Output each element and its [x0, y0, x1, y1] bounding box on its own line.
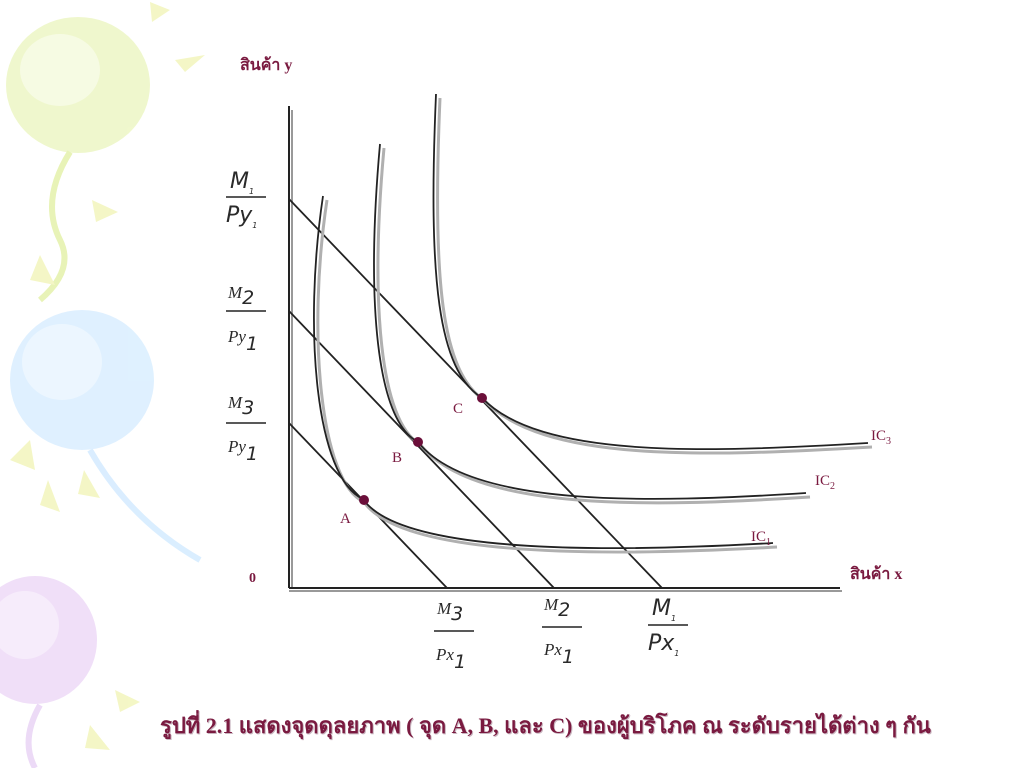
- svg-text:M2: M2: [227, 283, 254, 309]
- svg-text:Py1: Py1: [227, 327, 258, 355]
- svg-text:M3: M3: [227, 393, 254, 419]
- y-axis-label: สินค้า y: [240, 56, 293, 74]
- point-c-marker: [477, 393, 487, 403]
- axes: [288, 106, 842, 592]
- svg-text:M1: M1: [652, 596, 676, 623]
- y-intercept-m1: M1 Py1: [226, 169, 266, 230]
- svg-text:M3: M3: [436, 599, 463, 625]
- balloon-decoration: [0, 2, 205, 768]
- y-intercept-m3: M3 Py1: [226, 393, 266, 465]
- ic2-label: IC2: [815, 473, 835, 492]
- svg-text:Py1: Py1: [226, 203, 257, 230]
- point-a-marker: [359, 495, 369, 505]
- x-intercept-m1: M1 Px1: [648, 596, 688, 658]
- equilibrium-points: [359, 393, 487, 505]
- x-intercept-m2: M2 Px1: [542, 595, 582, 668]
- indifference-curves: [313, 93, 873, 554]
- svg-text:Px1: Px1: [648, 631, 679, 658]
- y-intercept-m2: M2 Py1: [226, 283, 266, 355]
- point-a-label: A: [340, 511, 351, 527]
- ic1-label: IC1: [751, 529, 771, 548]
- point-b-label: B: [392, 450, 402, 466]
- point-c-label: C: [453, 401, 463, 417]
- svg-text:M2: M2: [543, 595, 570, 621]
- point-b-marker: [413, 437, 423, 447]
- x-intercept-m3: M3 Px1: [434, 599, 474, 673]
- svg-text:M1: M1: [230, 169, 254, 196]
- svg-text:Px1: Px1: [435, 645, 466, 673]
- ic3-label: IC3: [871, 428, 891, 447]
- svg-text:Px1: Px1: [543, 640, 574, 668]
- svg-text:Py1: Py1: [227, 437, 258, 465]
- budget-line-m2: [288, 310, 555, 589]
- origin-label: 0: [249, 571, 256, 586]
- x-axis-label: สินค้า x: [850, 565, 903, 583]
- figure-caption: รูปที่ 2.1 แสดงจุดดุลยภาพ ( จุด A, B, แล…: [160, 713, 931, 738]
- ic3-curve: [432, 93, 869, 451]
